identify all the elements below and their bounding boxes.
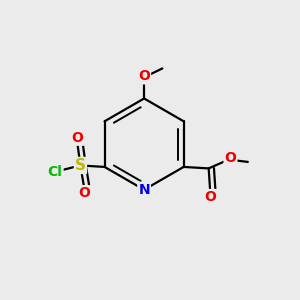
Text: O: O: [78, 186, 90, 200]
Text: O: O: [72, 131, 83, 145]
Text: O: O: [204, 190, 216, 204]
Text: N: N: [138, 183, 150, 197]
Text: O: O: [224, 152, 236, 165]
Text: O: O: [138, 69, 150, 83]
Text: S: S: [75, 158, 86, 173]
Text: Cl: Cl: [48, 165, 63, 178]
